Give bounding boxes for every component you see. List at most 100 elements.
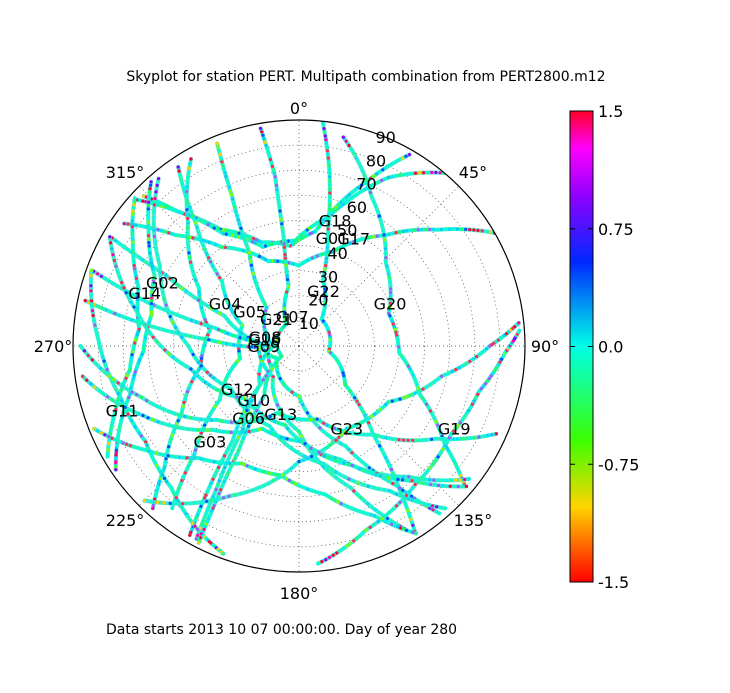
track-point [151,335,155,339]
track-point [207,256,211,260]
track-point [170,330,174,334]
track-point [114,438,118,442]
track-point [328,342,332,346]
track-point [389,294,393,298]
track-point [124,291,128,295]
azimuth-tick-label: 0° [290,99,308,118]
track-point [337,361,341,365]
track-point [284,267,288,271]
track-point [339,479,343,483]
track-point [112,414,116,418]
track-point [398,526,403,530]
track-point [342,374,346,378]
track-point [248,465,252,469]
track-point [480,229,484,233]
track-point [242,463,246,467]
track-point [359,165,363,169]
track-point [330,457,334,461]
track-point [260,427,264,431]
track-point [206,458,210,462]
track-point [410,520,414,524]
track-point [234,210,238,214]
track-point [232,444,236,448]
track-point [124,376,128,380]
track-point [300,417,304,422]
satellite-label: G17 [337,230,370,249]
track-point [227,371,231,376]
track-point [334,476,338,480]
track-point [189,456,193,460]
track-point [362,173,367,177]
track-point [437,427,441,431]
track-point [327,211,331,215]
track-point [139,355,143,359]
track-point [234,420,238,425]
track-point [189,157,193,161]
track-point [396,474,400,478]
track-point [400,156,405,160]
track-point [204,493,208,497]
track-point [146,323,150,327]
track-point [123,379,127,383]
track-point [209,412,213,416]
track-point [130,231,134,235]
track-point [507,330,511,334]
track-point [120,399,124,403]
track-point [364,178,368,182]
colorbar-ticks: 1.50.750.0-0.75-1.5 [570,102,639,592]
track-point [125,247,129,251]
footer-text: Data starts 2013 10 07 00:00:00. Day of … [106,622,457,638]
track-point [220,419,224,423]
track-point [343,482,348,486]
track-point [406,394,410,398]
track-point [327,330,331,334]
track-point [445,440,449,444]
track-point [236,329,241,333]
track-point [156,485,160,489]
track-point [238,417,242,422]
track-point [230,448,234,452]
track-point [343,380,347,384]
track-point [456,468,460,472]
track-point [130,234,135,238]
track-point [215,388,219,392]
track-point [279,217,283,222]
track-point [136,330,140,334]
track-point [286,277,290,282]
track-point [215,401,220,405]
track-point [334,459,338,463]
track-point [388,298,393,302]
elevation-tick-label: 50 [337,221,357,240]
track-point [398,397,402,401]
track-point [181,234,185,238]
track-point [396,477,400,481]
track-point [196,218,200,222]
track-point [254,340,258,344]
track-point [204,239,208,243]
track-point [219,394,223,398]
track-point [250,429,255,433]
track-point [322,429,326,434]
track-point [312,223,316,227]
track-point [215,460,219,464]
track-point [256,242,260,246]
track-point [181,185,185,190]
track-point [164,273,168,277]
track-point [411,438,415,442]
track-point [370,429,374,433]
track-point [421,481,425,485]
track-point [107,279,111,283]
chart-title: Skyplot for station PERT. Multipath comb… [126,69,605,85]
track-point [402,173,406,177]
track-point [198,507,202,511]
track-point [158,479,162,483]
track-point [399,494,403,498]
track-point [230,323,235,327]
track-point [318,253,322,257]
track-point [156,467,161,471]
track-point [387,175,391,180]
track-point [377,487,381,491]
track-point [371,432,375,437]
track-point [244,413,249,417]
